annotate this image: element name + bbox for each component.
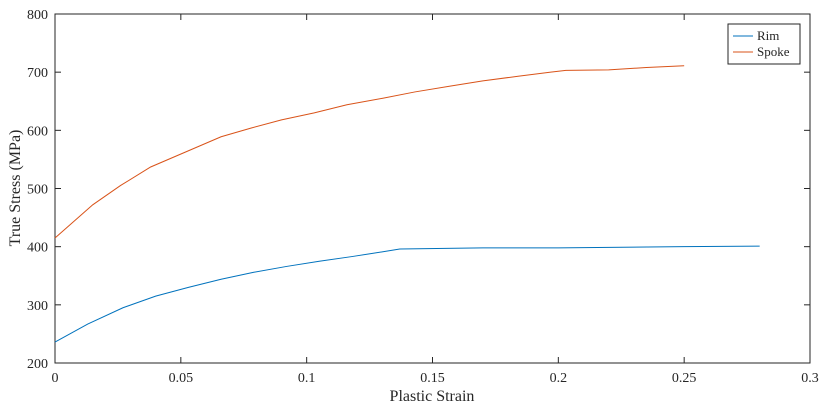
y-tick-label: 500 [27,183,48,198]
series-line-spoke [54,65,685,239]
y-tick-label: 400 [27,241,48,256]
y-axis-label: True Stress (MPa) [7,130,24,247]
x-tick-label: 0.3 [801,371,819,386]
y-tick-label: 300 [27,299,48,314]
x-tick-label: 0.1 [298,371,316,386]
x-axis-label: Plastic Strain [390,388,475,405]
plot-frame [54,13,811,364]
series-line-rim [54,245,760,343]
ticks-layer: 0 0.05 0.1 0.15 0.2 0.25 0.3 200 300 400 500 600 700… [27,8,819,386]
x-tick-label: 0 [52,371,59,386]
x-tick-label: 0.2 [550,371,568,386]
y-tick-label: 600 [27,124,48,139]
y-tick-label: 800 [27,8,48,23]
legend-box [727,23,801,65]
legend-label-spoke: Spoke [757,44,790,59]
legend-label-rim: Rim [757,28,779,43]
series-layer [54,65,760,343]
y-tick-label: 700 [27,66,48,81]
y-tick-label: 200 [27,357,48,372]
plot-area [54,13,811,364]
x-tick-label: 0.25 [672,371,697,386]
x-tick-label: 0.15 [420,371,445,386]
x-tick-label: 0.05 [169,371,194,386]
